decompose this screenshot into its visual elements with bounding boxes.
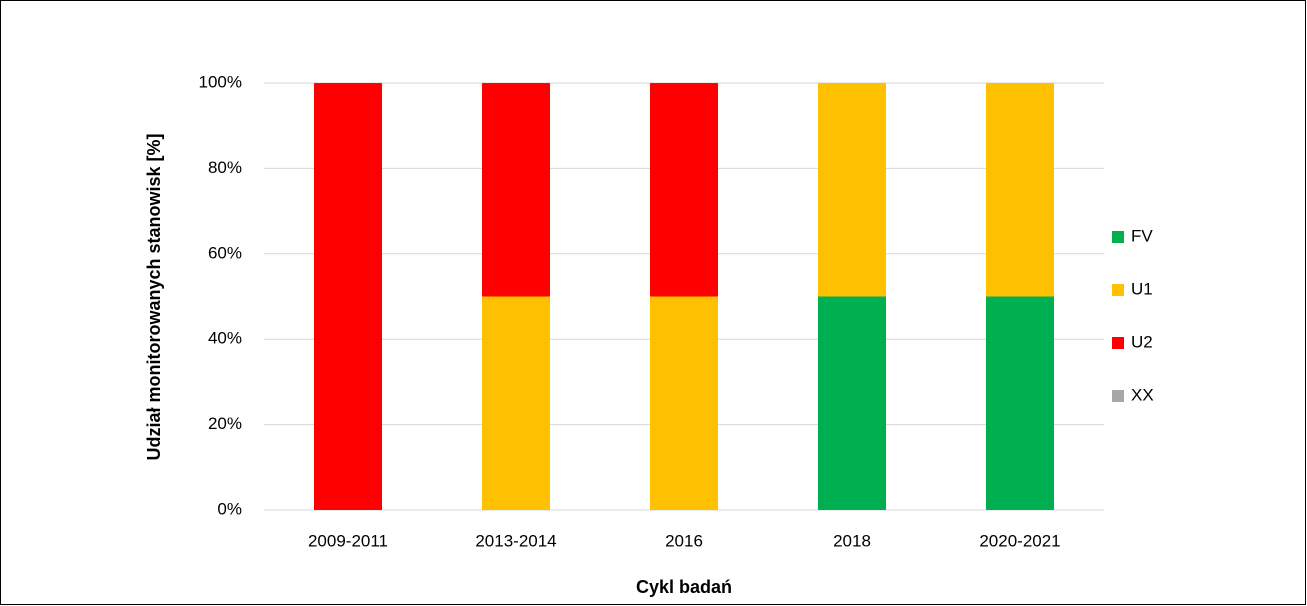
y-tick-label: 0%: [217, 499, 242, 518]
bar-segment: [986, 296, 1054, 510]
y-tick-label: 20%: [208, 414, 242, 433]
legend-swatch: [1112, 390, 1124, 402]
y-tick-label: 80%: [208, 158, 242, 177]
y-tick-label: 100%: [199, 72, 242, 91]
bar-segment: [482, 296, 550, 510]
legend-label: FV: [1131, 226, 1153, 245]
legend-label: U1: [1131, 279, 1153, 298]
y-tick-label: 40%: [208, 329, 242, 348]
legend-swatch: [1112, 231, 1124, 243]
y-axis-label: Udział monitorowanych stanowisk [%]: [144, 133, 164, 460]
x-axis-label: Cykl badań: [636, 577, 732, 597]
bar-segment: [482, 83, 550, 297]
legend-label: XX: [1131, 385, 1154, 404]
y-tick-label: 60%: [208, 243, 242, 262]
x-tick-label: 2018: [833, 531, 871, 550]
bar-segment: [986, 83, 1054, 297]
bar-segment: [650, 296, 718, 510]
x-tick-label: 2013-2014: [475, 531, 556, 550]
legend-label: U2: [1131, 332, 1153, 351]
bar-segment: [650, 83, 718, 297]
legend-swatch: [1112, 284, 1124, 296]
bar-segment: [314, 83, 382, 510]
x-tick-label: 2016: [665, 531, 703, 550]
bar-segment: [818, 83, 886, 297]
x-tick-label: 2009-2011: [308, 531, 388, 550]
bar-segment: [818, 296, 886, 510]
x-tick-label: 2020-2021: [979, 531, 1060, 550]
legend-swatch: [1112, 337, 1124, 349]
